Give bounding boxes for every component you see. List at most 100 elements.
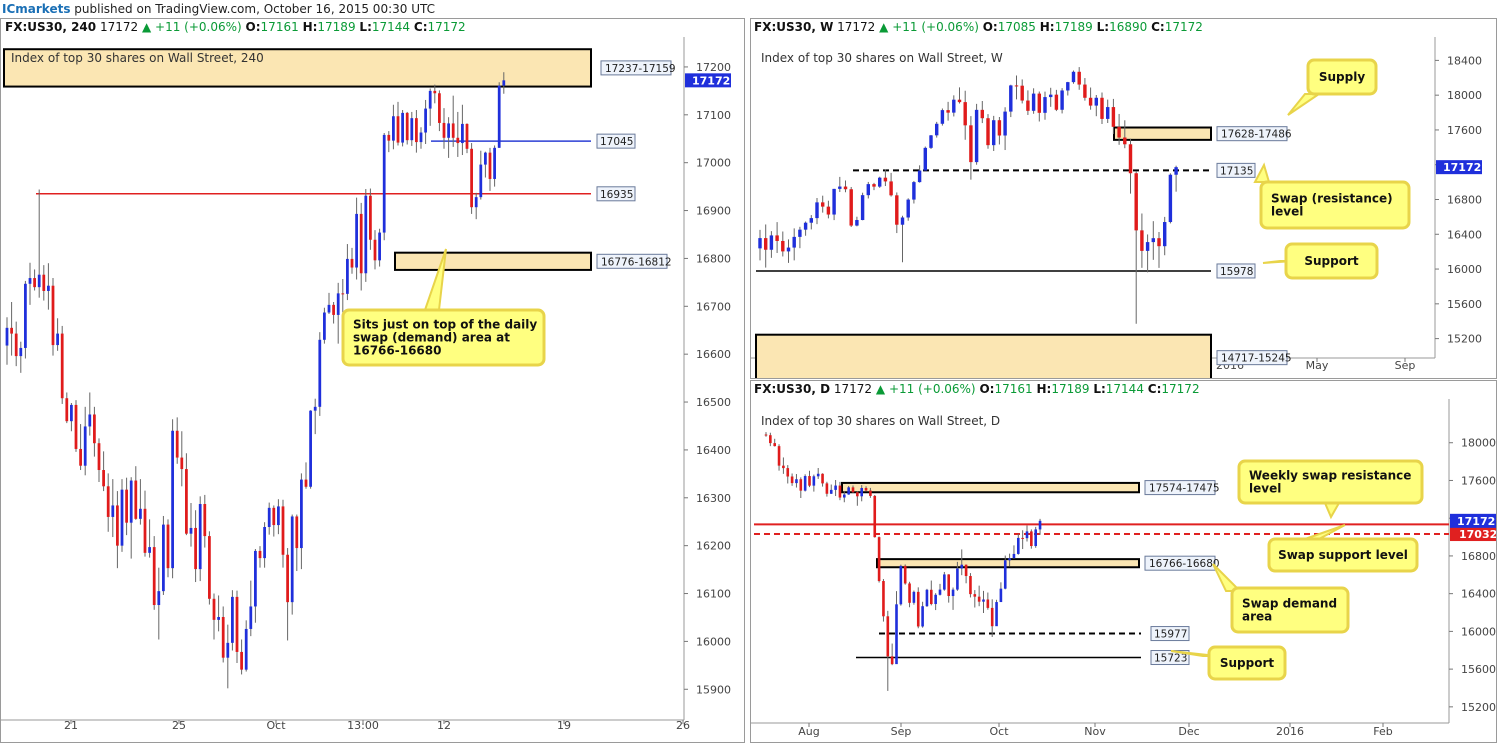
candle: [798, 226, 802, 249]
candle-body: [382, 134, 386, 233]
candle: [790, 473, 794, 486]
candle: [995, 599, 998, 627]
candle-body: [855, 220, 859, 226]
time-tick-label: Nov: [1084, 725, 1106, 738]
candle-body: [912, 591, 916, 603]
candle-body: [803, 222, 808, 230]
candle-body: [973, 594, 977, 597]
candle: [882, 579, 885, 622]
chart-canvas-h4[interactable]: 17200 17100 17000 16900 16800 16700 16600 16500…: [1, 19, 745, 743]
chart-canvas-daily[interactable]: 1800017600172001680016400160001560015200…: [751, 381, 1497, 743]
candle-body: [906, 199, 910, 218]
candle-body: [295, 516, 299, 549]
price-tick-label: 16400: [1447, 228, 1482, 241]
candle-body: [969, 125, 973, 163]
candle-body: [790, 476, 794, 484]
candle: [886, 610, 890, 691]
chart-panel-weekly: FX:US30, W 17172 ▲ +11 (+0.06%) O:17085 …: [750, 18, 1497, 379]
close-value: 17172: [427, 20, 466, 34]
candle-body: [1100, 97, 1104, 119]
candle-body: [346, 258, 349, 294]
candle-body: [758, 238, 762, 249]
symbol-label[interactable]: FX:US30, 240: [5, 20, 97, 34]
candle: [809, 215, 814, 230]
candle-body: [79, 448, 82, 466]
candle: [47, 263, 50, 310]
candle: [1021, 530, 1024, 550]
candle: [1037, 91, 1042, 122]
candle: [392, 104, 395, 150]
time-tick-label: 2016: [1276, 725, 1304, 738]
candle-body: [877, 537, 881, 582]
candle-body: [37, 274, 41, 288]
chart-title: Index of top 30 shares on Wall Street, 2…: [11, 51, 264, 65]
candle-body: [1105, 107, 1110, 119]
publish-header: ICmarkets published on TradingView.com, …: [0, 0, 1497, 18]
candle-body: [323, 312, 326, 340]
candle-body: [267, 507, 271, 527]
candle-body: [781, 240, 785, 252]
zone-tag-box: [1144, 555, 1216, 571]
low-value: 16890: [1109, 20, 1148, 34]
candle-body: [849, 189, 853, 226]
candle-body: [424, 108, 427, 133]
candle: [88, 392, 92, 436]
level-tag: 17045: [596, 133, 636, 149]
candle: [198, 496, 202, 582]
candle: [1105, 99, 1110, 123]
candle: [461, 104, 464, 156]
candle-body: [974, 109, 979, 163]
candle-body: [860, 488, 864, 497]
time-tick-label: Oct: [989, 725, 1009, 738]
last-price-tag-label: 17172: [1443, 161, 1481, 174]
candle-body: [1043, 97, 1047, 113]
high-value: 17189: [1051, 382, 1090, 396]
annotation-callout: Supply: [1287, 58, 1378, 116]
candle: [1012, 545, 1016, 559]
candle-body: [318, 339, 322, 407]
candle: [51, 278, 55, 356]
chart-canvas-weekly[interactable]: 1840018000176001720016800164001600015600…: [751, 19, 1497, 379]
price-tick-label: 16800: [1461, 550, 1496, 563]
candle-body: [1020, 85, 1024, 101]
candle: [877, 536, 881, 583]
candle: [869, 487, 872, 498]
candle-body: [456, 137, 460, 144]
symbol-label[interactable]: FX:US30, W: [754, 20, 834, 34]
candle-body: [502, 80, 506, 86]
candle-body: [240, 651, 243, 670]
annotation-callout: Swap support level: [1267, 524, 1419, 573]
candle-body: [957, 99, 962, 103]
candle: [300, 473, 303, 570]
brand-logo[interactable]: ICmarkets: [2, 2, 71, 16]
last-price-tag-box: [1450, 513, 1496, 528]
candle-body: [929, 589, 933, 605]
candle: [834, 479, 837, 497]
candle: [332, 301, 335, 324]
candle: [79, 424, 82, 471]
candle-body: [834, 485, 837, 490]
candle-body: [1145, 242, 1150, 251]
candle: [157, 567, 161, 640]
candle-body: [116, 505, 119, 546]
callout-text: Sits just on top of the daily: [353, 318, 537, 332]
candle: [355, 197, 358, 280]
candle-body: [963, 102, 967, 126]
candle: [148, 519, 151, 558]
time-tick-label: 12: [437, 719, 451, 732]
candle-body: [977, 596, 981, 602]
candle-body: [842, 494, 846, 498]
candle: [240, 639, 243, 675]
candle-body: [999, 588, 1003, 603]
candle-body: [923, 147, 928, 171]
candle: [960, 549, 964, 576]
candle: [277, 499, 280, 535]
level-tag-box: [1150, 650, 1190, 666]
candle-body: [889, 181, 893, 196]
low-value: 17144: [371, 20, 411, 34]
callout-box: [1259, 180, 1411, 230]
candle: [258, 546, 262, 568]
symbol-label[interactable]: FX:US30, D: [754, 382, 831, 396]
candle-body: [24, 283, 27, 348]
candle: [838, 481, 842, 501]
